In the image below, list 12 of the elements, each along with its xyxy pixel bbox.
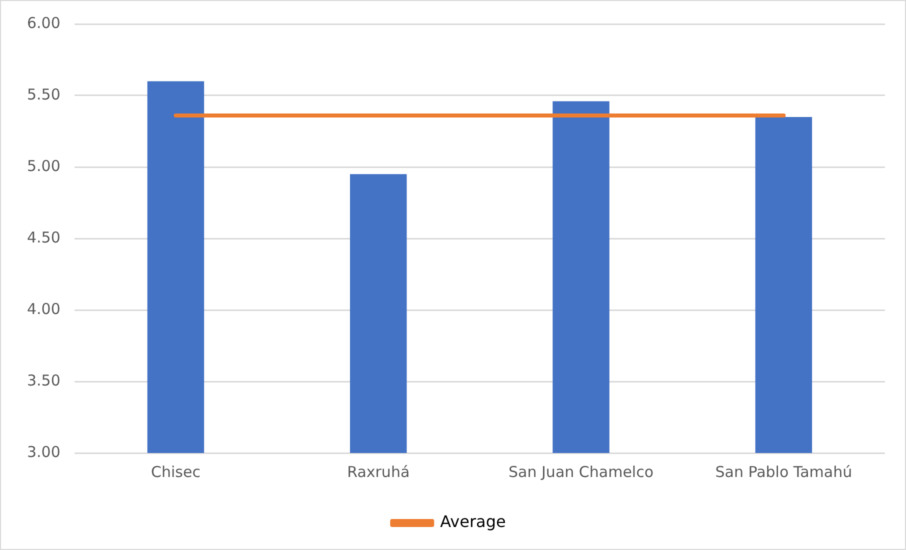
legend-label: Average [440,512,506,532]
y-tick-label: 4.00 [26,300,60,318]
y-tick-label: 5.50 [26,85,60,104]
y-tick-label: 5.00 [26,156,60,175]
y-tick-label: 6.00 [26,14,60,32]
x-tick-label: San Pablo Tamahú [715,462,852,481]
y-tick-label: 4.50 [26,228,60,246]
y-tick-label: 3.50 [26,371,60,390]
x-tick-label: Chisec [150,462,200,481]
x-tick-label: San Juan Chamelco [508,462,654,481]
y-tick-label: 3.00 [26,442,60,461]
x-tick-label: Raxruhá [347,462,410,481]
